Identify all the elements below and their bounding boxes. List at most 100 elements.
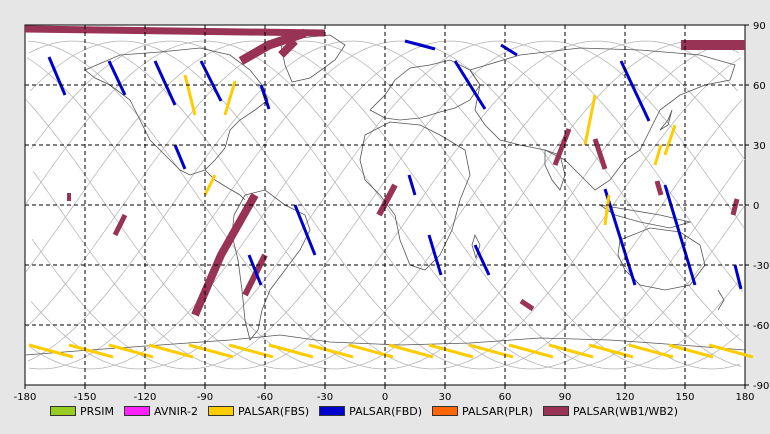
swath <box>428 343 474 359</box>
legend-item: PRSIM <box>50 405 114 418</box>
legend-item: PALSAR(WB1/WB2) <box>542 405 678 418</box>
orbit-track <box>32 40 746 370</box>
legend-label: PRSIM <box>80 404 114 418</box>
swath <box>708 343 754 359</box>
orbit-track <box>28 40 742 370</box>
lat-tick-label: 90 <box>753 21 766 32</box>
coast-madagascar <box>471 233 481 260</box>
swath <box>308 343 354 359</box>
swath <box>293 204 317 256</box>
lat-tick-label: -60 <box>753 321 769 332</box>
orbit-track <box>25 40 739 370</box>
swath <box>473 244 491 276</box>
swath <box>199 60 223 102</box>
lon-tick-label: -120 <box>134 392 157 403</box>
lon-tick-label: 90 <box>559 392 572 403</box>
swath <box>148 343 194 359</box>
orbit-track <box>27 40 741 370</box>
lat-tick-label: -30 <box>753 261 769 272</box>
swath <box>583 94 597 146</box>
orbit-track <box>29 40 743 370</box>
legend-label: PALSAR(FBD) <box>349 404 423 418</box>
orbit-track <box>31 40 745 370</box>
lon-tick-label: -60 <box>257 392 273 403</box>
swath <box>223 80 237 116</box>
swath <box>108 343 154 359</box>
legend-swatch <box>319 406 346 416</box>
lon-tick-label: 120 <box>615 392 634 403</box>
swath <box>592 138 608 170</box>
lon-tick-label: -150 <box>74 392 97 403</box>
coast-antarctica <box>24 334 746 356</box>
swath <box>663 184 697 286</box>
acquisition-swaths <box>24 25 754 359</box>
coast-north-america <box>84 47 269 176</box>
lon-tick-label: 150 <box>675 392 694 403</box>
lon-tick-label: 30 <box>439 392 452 403</box>
orbit-track <box>30 40 744 370</box>
swath <box>653 144 663 166</box>
swath <box>519 298 535 312</box>
legend-label: PALSAR(FBS) <box>237 404 310 418</box>
swath <box>173 144 187 170</box>
lat-tick-label: 30 <box>753 141 766 152</box>
lon-tick-label: -180 <box>14 392 37 403</box>
swath <box>228 343 274 359</box>
swath <box>654 180 664 196</box>
orbit-track <box>29 40 743 370</box>
orbit-track <box>26 40 740 370</box>
swath <box>191 193 259 317</box>
axis-ticks: -180 -150 -120 -90 -60 -30 0 30 60 90 120 150 180 90 6… <box>14 21 770 403</box>
swath <box>603 194 611 226</box>
coast-japan <box>659 109 673 131</box>
swath <box>107 60 127 96</box>
legend-swatch <box>207 406 234 416</box>
swath <box>733 264 743 290</box>
coast-central-america <box>204 169 246 201</box>
swath <box>183 74 197 116</box>
legend-swatch <box>432 406 459 416</box>
legend-item: PALSAR(FBD) <box>319 405 422 418</box>
swath <box>268 343 314 359</box>
lon-tick-label: 0 <box>382 392 388 403</box>
swath <box>278 38 298 58</box>
legend: PRSIM AVNIR-2 PALSAR(FBS) PALSAR(FBD) PALSAR… <box>50 403 688 419</box>
swath <box>24 25 326 37</box>
swath <box>388 343 434 359</box>
lon-tick-label: 180 <box>735 392 754 403</box>
legend-swatch <box>124 406 150 416</box>
legend-swatch <box>542 406 569 416</box>
legend-swatch <box>50 406 76 416</box>
legend-label: AVNIR-2 <box>154 404 198 418</box>
swath <box>588 343 634 359</box>
lat-tick-label: 60 <box>753 81 766 92</box>
swath <box>500 43 518 57</box>
coast-greenland <box>279 34 346 83</box>
swath <box>468 343 514 359</box>
lat-tick-label: -90 <box>753 381 769 392</box>
swath <box>153 60 177 106</box>
coast-africa <box>359 121 471 271</box>
swath <box>427 234 443 276</box>
swath <box>242 253 268 297</box>
swath <box>668 343 714 359</box>
swath <box>407 174 417 196</box>
orbit-track <box>28 40 742 370</box>
lon-tick-label: -30 <box>317 392 333 403</box>
swath <box>508 343 554 359</box>
swath <box>548 343 594 359</box>
swath <box>663 124 677 156</box>
swath <box>619 60 651 122</box>
coast-indonesia <box>599 204 692 229</box>
swath <box>112 213 128 237</box>
lon-tick-label: -90 <box>197 392 213 403</box>
legend-item: PALSAR(PLR) <box>432 405 533 418</box>
swath <box>188 343 234 359</box>
legend-item: AVNIR-2 <box>124 405 198 418</box>
swath <box>247 254 263 286</box>
lat-tick-label: 0 <box>753 201 759 212</box>
legend-label: PALSAR(PLR) <box>462 404 533 418</box>
coast-asia <box>469 47 736 191</box>
